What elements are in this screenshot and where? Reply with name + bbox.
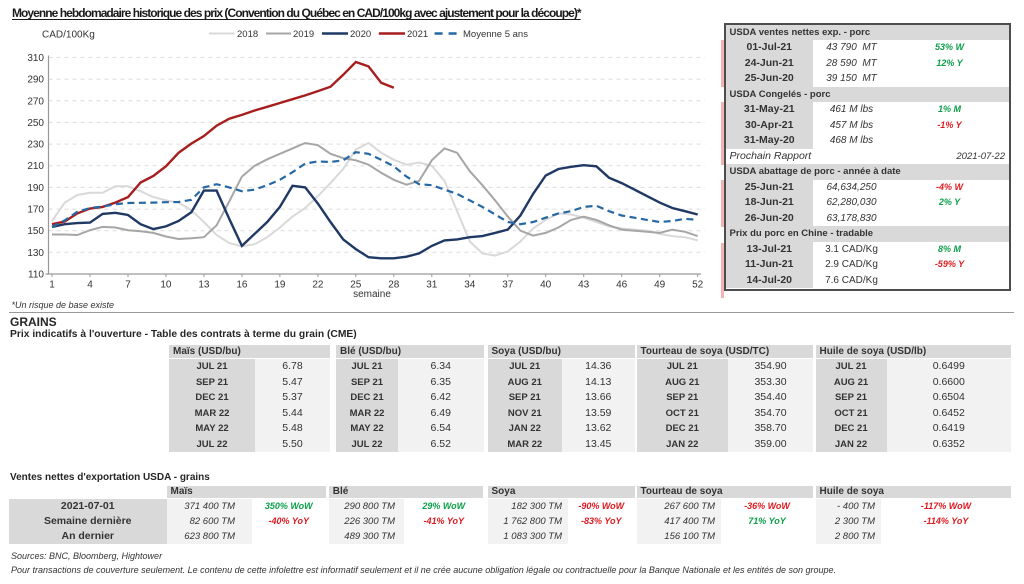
- svg-text:270: 270: [27, 96, 44, 107]
- svg-text:110: 110: [28, 270, 44, 281]
- svg-text:7: 7: [125, 280, 131, 291]
- svg-text:28: 28: [388, 280, 400, 291]
- svg-text:52: 52: [692, 280, 704, 291]
- svg-text:49: 49: [654, 280, 666, 291]
- svg-text:250: 250: [27, 118, 44, 129]
- svg-text:150: 150: [27, 226, 44, 237]
- svg-text:22: 22: [312, 280, 324, 291]
- svg-text:semaine: semaine: [353, 289, 391, 300]
- svg-text:10: 10: [160, 280, 172, 291]
- svg-text:40: 40: [540, 280, 552, 291]
- svg-text:13: 13: [198, 280, 210, 291]
- svg-text:290: 290: [27, 75, 44, 86]
- svg-text:230: 230: [27, 140, 44, 151]
- svg-text:2021: 2021: [407, 29, 428, 40]
- svg-text:310: 310: [27, 53, 44, 64]
- svg-text:19: 19: [274, 280, 286, 291]
- svg-text:4: 4: [87, 280, 93, 291]
- svg-text:2018: 2018: [237, 29, 258, 40]
- svg-text:46: 46: [616, 280, 628, 291]
- svg-text:1: 1: [49, 280, 55, 291]
- svg-text:2020: 2020: [350, 29, 371, 40]
- svg-text:25: 25: [350, 280, 362, 291]
- svg-text:37: 37: [502, 280, 514, 291]
- svg-text:2019: 2019: [293, 29, 314, 40]
- svg-text:34: 34: [464, 280, 476, 291]
- svg-text:16: 16: [236, 280, 248, 291]
- svg-text:CAD/100Kg: CAD/100Kg: [42, 30, 95, 41]
- svg-text:43: 43: [578, 280, 590, 291]
- svg-text:210: 210: [27, 161, 44, 172]
- svg-text:130: 130: [27, 248, 44, 259]
- svg-text:170: 170: [27, 205, 44, 216]
- svg-text:Moyenne 5 ans: Moyenne 5 ans: [463, 29, 528, 40]
- svg-text:190: 190: [27, 183, 44, 194]
- svg-text:31: 31: [426, 280, 438, 291]
